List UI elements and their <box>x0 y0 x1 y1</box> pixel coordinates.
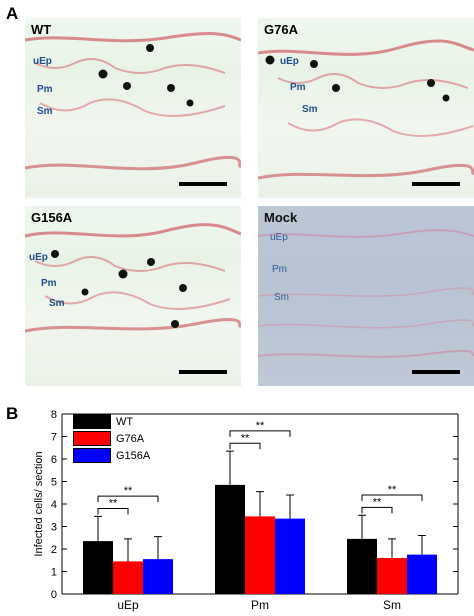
significance-label: ** <box>241 432 250 444</box>
infected-cell <box>265 55 275 65</box>
micrograph-wt: WT uEp Pm Sm <box>25 18 241 198</box>
significance-label: ** <box>388 484 397 496</box>
y-tick-label: 2 <box>51 544 57 556</box>
y-tick-label: 6 <box>51 454 57 466</box>
layer-label-uep: uEp <box>33 56 52 67</box>
bar-g76a-uep <box>113 561 143 594</box>
significance-bracket <box>361 506 393 514</box>
chart-legend: WT G76A G156A <box>73 413 151 464</box>
tissue-texture <box>25 223 241 333</box>
x-tick-label: uEp <box>117 598 139 612</box>
legend-swatch-wt <box>73 414 111 429</box>
layer-label-pm: Pm <box>37 84 53 95</box>
infected-cell <box>167 84 175 92</box>
infected-cell <box>179 284 187 292</box>
infected-cell <box>310 60 318 68</box>
bar-g156a-uep <box>143 559 173 594</box>
significance-bracket <box>229 442 261 450</box>
layer-label-sm: Sm <box>49 298 65 309</box>
infected-cell <box>427 79 435 87</box>
y-tick-label: 0 <box>51 589 57 601</box>
y-tick-label: 4 <box>51 499 57 511</box>
micrograph-title: G76A <box>264 22 298 37</box>
layer-label-uep: uEp <box>29 252 48 263</box>
y-tick-label: 5 <box>51 477 57 489</box>
infected-cell <box>51 250 59 258</box>
scale-bar <box>179 182 227 186</box>
legend-item-g156a: G156A <box>73 447 151 464</box>
micrograph-title: Mock <box>264 210 298 225</box>
layer-label-pm: Pm <box>290 82 306 93</box>
infected-cell <box>118 269 128 279</box>
layer-label-pm: Pm <box>41 278 57 289</box>
significance-label: ** <box>124 485 133 497</box>
legend-swatch-g156a <box>73 448 111 463</box>
y-tick-label: 8 <box>51 409 57 421</box>
bar-wt-uep <box>83 541 113 594</box>
infected-cell <box>332 84 340 92</box>
bar-chart: 0 1 2 3 4 5 6 7 8 Infected cells/ section uEp Pm Sm *… <box>33 409 459 612</box>
layer-label-pm: Pm <box>272 264 287 275</box>
legend-swatch-g76a <box>73 431 111 446</box>
infected-cell <box>147 258 155 266</box>
scale-bar <box>179 370 227 374</box>
micrograph-mock: Mock uEp Pm Sm <box>258 206 474 386</box>
infected-cell <box>123 82 131 90</box>
infected-cell <box>98 69 108 79</box>
layer-label-sm: Sm <box>302 104 318 115</box>
panel-a-letter: A <box>6 4 19 23</box>
significance-label: ** <box>109 498 118 510</box>
tissue-texture <box>258 39 474 180</box>
legend-label-g156a: G156A <box>116 449 151 462</box>
significance-bracket <box>229 430 291 437</box>
bar-g156a-sm <box>407 554 437 594</box>
significance-label: ** <box>256 420 265 432</box>
micrograph-g156a: G156A uEp Pm Sm <box>25 206 241 386</box>
layer-label-sm: Sm <box>37 106 53 117</box>
scale-bar <box>412 182 460 186</box>
tissue-texture <box>258 229 474 358</box>
micrograph-title: G156A <box>31 210 73 225</box>
y-tick-label: 1 <box>51 567 57 579</box>
infected-cell <box>146 44 154 52</box>
bar-g76a-sm <box>377 558 407 594</box>
tissue-texture <box>25 32 241 171</box>
significance-label: ** <box>373 496 382 508</box>
infected-cell <box>442 94 450 102</box>
bar-wt-sm <box>347 538 377 594</box>
infected-cell <box>186 99 194 107</box>
layer-label-uep: uEp <box>280 56 299 67</box>
significance-bracket <box>97 495 159 503</box>
infected-cell <box>81 288 89 296</box>
legend-item-g76a: G76A <box>73 430 151 447</box>
legend-label-wt: WT <box>116 415 134 428</box>
significance-bracket <box>97 508 129 515</box>
x-tick-label: Sm <box>383 598 401 612</box>
infected-cell <box>171 320 179 328</box>
bar-g156a-pm <box>275 518 305 594</box>
layer-label-uep: uEp <box>270 232 288 243</box>
y-tick-label: 3 <box>51 522 57 534</box>
legend-item-wt: WT <box>73 413 151 430</box>
x-tick-label: Pm <box>251 598 269 612</box>
scale-bar <box>412 370 460 374</box>
panel-b-letter: B <box>6 404 19 423</box>
y-axis-label: Infected cells/ section <box>33 451 45 556</box>
bar-wt-pm <box>215 484 245 594</box>
legend-label-g76a: G76A <box>116 432 145 445</box>
micrograph-g76a: G76A uEp Pm Sm <box>258 18 474 198</box>
bar-g76a-pm <box>245 516 275 594</box>
y-tick-label: 7 <box>51 432 57 444</box>
layer-label-sm: Sm <box>274 292 289 303</box>
micrograph-title: WT <box>31 22 52 37</box>
significance-bracket <box>361 494 423 501</box>
